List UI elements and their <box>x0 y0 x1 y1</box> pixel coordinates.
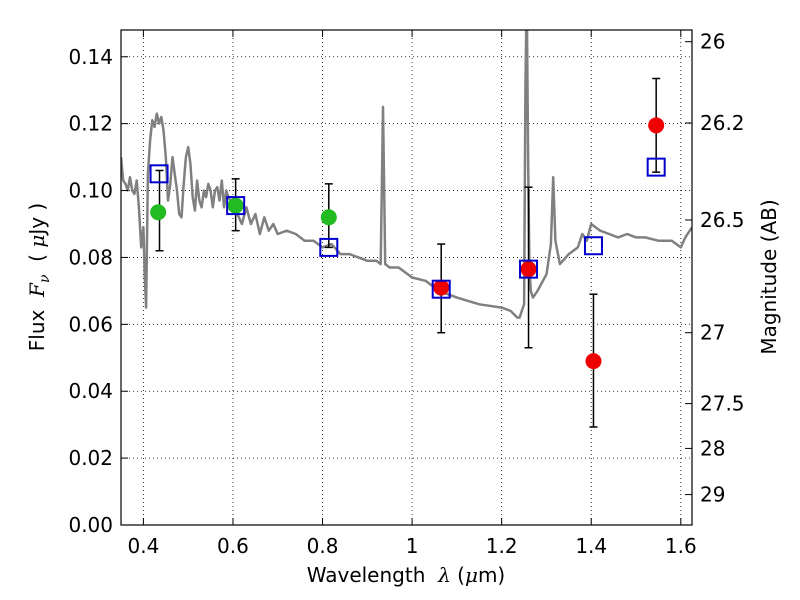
x-axis-title: Wavelength λ (μm) <box>307 563 506 587</box>
x-axis-title-unit-close: m) <box>478 563 505 587</box>
x-tick-label: 0.8 <box>307 534 339 558</box>
model-spectrum-line <box>121 30 692 319</box>
y-axis-title-unit-close: Jy ) <box>25 203 49 237</box>
y-axis-title-text: Flux <box>25 297 49 351</box>
y-tick-label: 0.00 <box>68 513 113 537</box>
x-tick-label: 1 <box>406 534 419 558</box>
grid <box>121 30 692 526</box>
y-tick-label: 0.04 <box>68 379 113 403</box>
y-tick-label: 0.12 <box>68 112 113 136</box>
data-point-square <box>226 196 246 216</box>
data-point-square <box>149 164 169 184</box>
data-point-square <box>583 236 603 256</box>
y-tick-label: 0.08 <box>68 245 113 269</box>
data-point-circle <box>433 279 450 296</box>
x-axis-title-lambda: λ <box>437 563 451 587</box>
data-point-circle <box>227 197 244 214</box>
x-tick-label: 1.4 <box>575 534 607 558</box>
data-point-square <box>646 157 666 177</box>
y-axis-title-nu: ν <box>37 274 53 283</box>
data-markers <box>149 117 666 370</box>
y2-tick-label: 29 <box>700 483 725 507</box>
axis-ticks: 0.4 0.6 0.8 1 1.2 1.4 1.6 0.00 0.02 0.04 0.06 0.08 0… <box>68 30 744 558</box>
model-spectrum <box>121 30 692 319</box>
y-axis-title: Flux Fν ( μJy ) <box>25 203 53 351</box>
data-point-circle <box>520 261 537 278</box>
y2-tick-label: 26 <box>700 30 725 54</box>
data-point-square <box>319 237 339 257</box>
data-point-circle <box>320 209 337 226</box>
x-axis-title-text: Wavelength <box>307 563 438 587</box>
x-tick-label: 1.2 <box>486 534 518 558</box>
y2-tick-label: 28 <box>700 436 725 460</box>
y-axis-title-F: F <box>25 282 49 298</box>
x-tick-label: 0.4 <box>127 534 159 558</box>
data-point-circle <box>150 204 167 221</box>
y-tick-label: 0.14 <box>68 45 113 69</box>
data-point-circle <box>648 117 665 134</box>
y-tick-label: 0.02 <box>68 446 113 470</box>
x-tick-label: 0.6 <box>217 534 249 558</box>
y2-tick-label: 27.5 <box>700 392 745 416</box>
y2-tick-label: 27 <box>700 321 725 345</box>
y2-tick-label: 26.5 <box>700 208 745 232</box>
data-point-square <box>431 279 451 299</box>
x-tick-label: 1.6 <box>665 534 697 558</box>
y2-tick-label: 26.2 <box>700 111 745 135</box>
y-axis-title-unit-open: ( <box>25 248 49 275</box>
plot-frame <box>120 29 693 526</box>
y-axis-title-mu: μ <box>25 235 49 248</box>
x-axis-title-mu: μ <box>465 563 478 587</box>
y2-axis-title: Magnitude (AB) <box>757 199 781 354</box>
data-point-square <box>519 259 539 279</box>
x-axis-title-unit-open: ( <box>451 563 465 587</box>
data-point-circle <box>585 353 602 370</box>
y-tick-label: 0.06 <box>68 312 113 336</box>
y-tick-label: 0.10 <box>68 179 113 203</box>
